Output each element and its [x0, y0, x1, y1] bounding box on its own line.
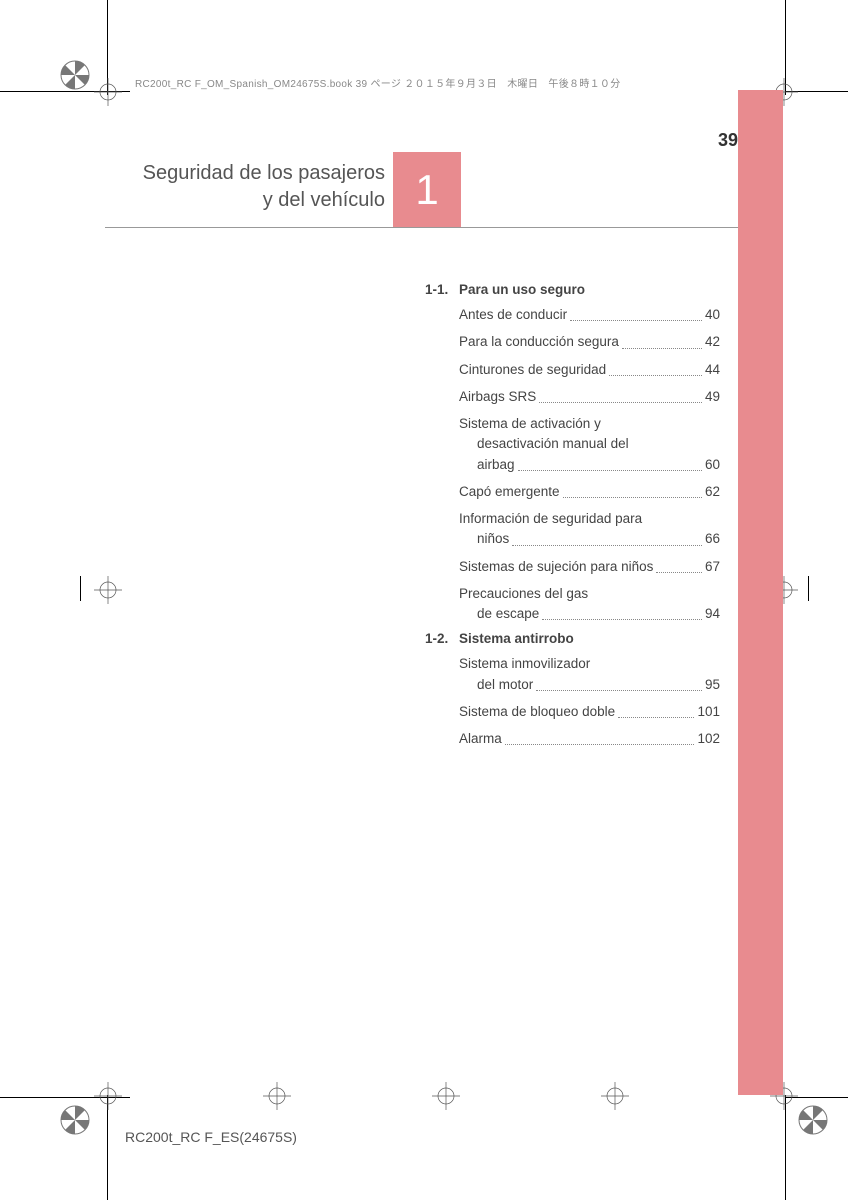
- toc-section-number: 1-2.: [425, 631, 459, 646]
- toc-item: Sistema de bloqueo doble101: [459, 702, 720, 722]
- chapter-title-line1: Seguridad de los pasajeros: [143, 162, 385, 184]
- toc-section: 1-2. Sistema antirrobo: [425, 631, 720, 646]
- toc-item: Para la conducción segura42: [459, 332, 720, 352]
- toc-item: Capó emergente62: [459, 482, 720, 502]
- toc-item: Cinturones de seguridad44: [459, 360, 720, 380]
- chapter-number: 1: [415, 166, 438, 214]
- chapter-title: Seguridad de los pasajeros y del vehícul…: [105, 160, 385, 214]
- crosshair-icon: [94, 1082, 122, 1110]
- crop-line: [107, 1095, 108, 1200]
- crop-line: [785, 1095, 786, 1200]
- crop-line: [808, 576, 809, 601]
- toc-item: Información de seguridad para niños66: [459, 509, 720, 550]
- page-number: 39: [718, 130, 738, 151]
- toc-item: Antes de conducir40: [459, 305, 720, 325]
- header-metadata: RC200t_RC F_OM_Spanish_OM24675S.book 39 …: [135, 75, 621, 90]
- crosshair-icon: [432, 1082, 460, 1110]
- chapter-side-tab: [738, 90, 783, 1095]
- registration-mark-icon: [55, 55, 95, 95]
- registration-mark-icon: [793, 1100, 833, 1140]
- footer-text: RC200t_RC F_ES(24675S): [125, 1129, 297, 1145]
- toc-section: 1-1. Para un uso seguro: [425, 282, 720, 297]
- crosshair-icon: [94, 576, 122, 604]
- table-of-contents: 1-1. Para un uso seguro Antes de conduci…: [425, 282, 720, 756]
- toc-item: Precauciones del gas de escape94: [459, 584, 720, 625]
- toc-item: Sistema de activación y desactivación ma…: [459, 414, 720, 475]
- crosshair-icon: [601, 1082, 629, 1110]
- toc-item: Sistemas de sujeción para niños67: [459, 557, 720, 577]
- toc-item: Sistema inmovilizador del motor95: [459, 654, 720, 695]
- chapter-title-line2: y del vehículo: [263, 189, 385, 211]
- toc-section-number: 1-1.: [425, 282, 459, 297]
- crosshair-icon: [263, 1082, 291, 1110]
- toc-item: Alarma102: [459, 729, 720, 749]
- registration-mark-icon: [55, 1100, 95, 1140]
- crop-line: [80, 576, 81, 601]
- toc-item: Airbags SRS49: [459, 387, 720, 407]
- chapter-number-box: 1: [393, 152, 461, 227]
- toc-section-title: Para un uso seguro: [459, 282, 585, 297]
- crosshair-icon: [94, 78, 122, 106]
- toc-section-title: Sistema antirrobo: [459, 631, 574, 646]
- divider: [105, 227, 738, 228]
